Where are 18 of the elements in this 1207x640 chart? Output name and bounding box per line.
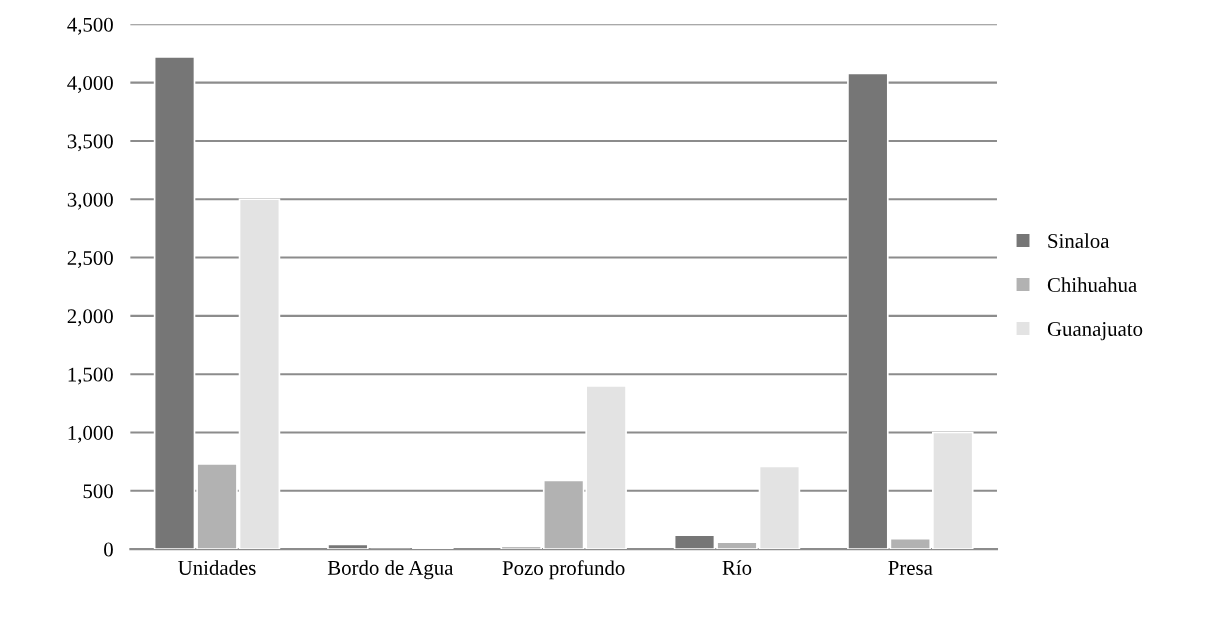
- x-tick-label: Pozo profundo: [502, 560, 625, 580]
- legend-label: Guanajuato: [1047, 322, 1143, 341]
- legend-label: Chihuahua: [1047, 277, 1137, 292]
- x-tick-label: Presa: [888, 561, 933, 575]
- y-tick-label: 3,000: [67, 192, 113, 210]
- y-tick-label: 1,000: [68, 425, 113, 443]
- y-tick-label: 0: [104, 542, 113, 557]
- y-tick-label: 1,500: [68, 367, 113, 385]
- x-tick-label: Unidades: [178, 560, 256, 575]
- x-tick-label: Bordo de Agua: [327, 560, 454, 580]
- y-tick-label: 3,500: [67, 134, 113, 152]
- y-tick-label: 4,500: [67, 17, 113, 35]
- y-tick-label: 500: [83, 484, 113, 499]
- y-tick-label: 2,500: [67, 250, 113, 268]
- x-tick-label: Río: [722, 560, 752, 575]
- y-tick-label: 2,000: [67, 309, 113, 327]
- y-tick-label: 4,000: [67, 76, 113, 94]
- legend-label: Sinaloa: [1048, 233, 1110, 248]
